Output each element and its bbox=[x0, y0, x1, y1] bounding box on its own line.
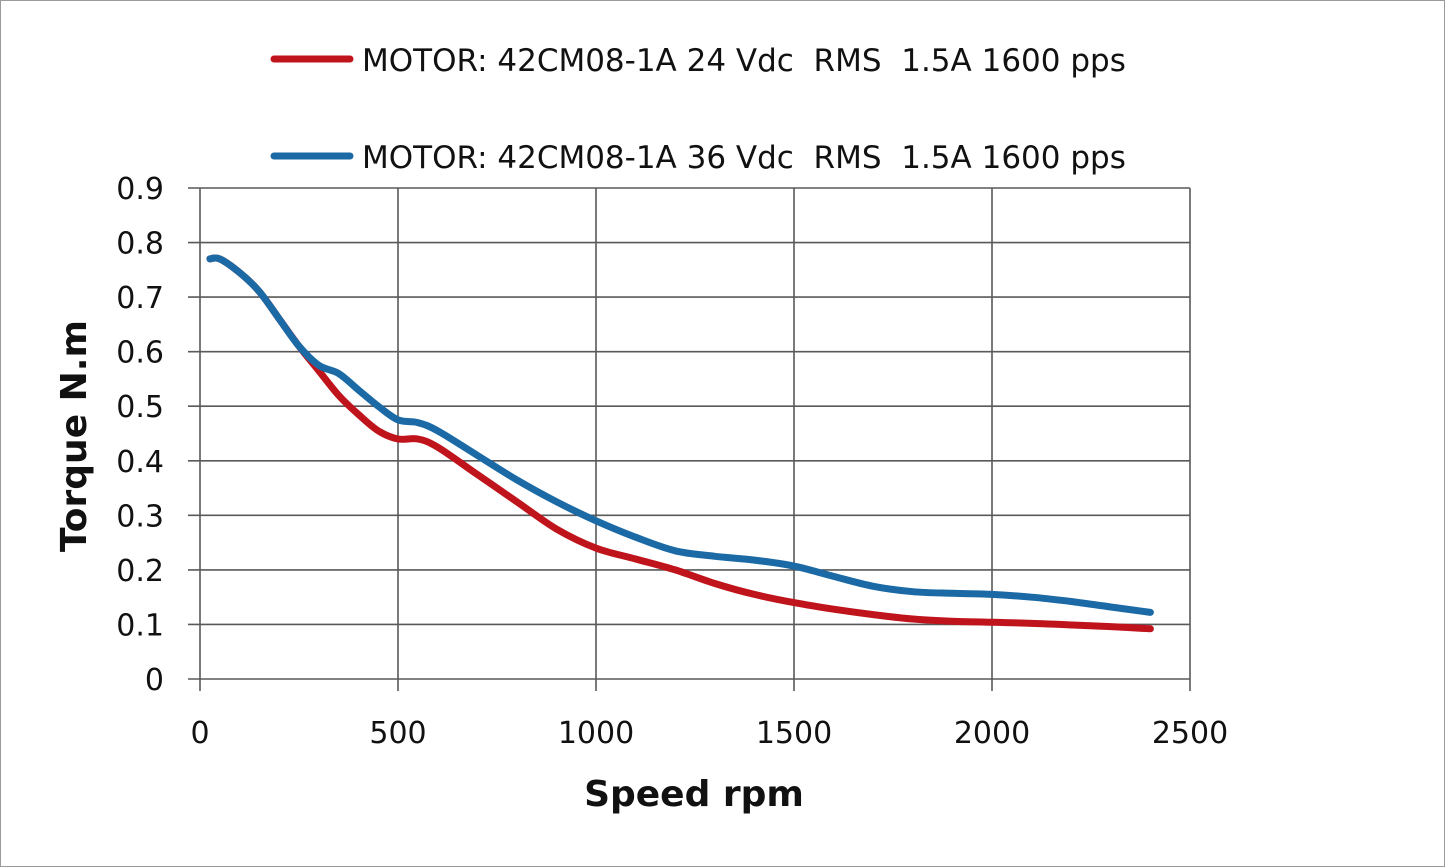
series-line-24vdc bbox=[206, 254, 1154, 633]
y-tick-label: 0.3 bbox=[116, 499, 164, 534]
x-axis-ticks: 0 500 1000 1500 2000 2500 bbox=[190, 716, 1228, 751]
y-tick-label: 0.2 bbox=[116, 554, 164, 589]
grid bbox=[188, 187, 1191, 691]
y-tick-label: 0.9 bbox=[116, 172, 164, 207]
x-tick-label: 2500 bbox=[1152, 716, 1228, 751]
y-axis-title: Torque N.m bbox=[54, 320, 95, 552]
x-tick-label: 0 bbox=[190, 716, 209, 751]
y-tick-label: 0 bbox=[145, 663, 164, 698]
y-tick-label: 0.6 bbox=[116, 336, 164, 371]
y-tick-label: 0.8 bbox=[116, 227, 164, 262]
x-tick-label: 1000 bbox=[558, 716, 634, 751]
series-lines bbox=[206, 254, 1154, 633]
y-tick-label: 0.1 bbox=[116, 608, 164, 643]
legend: MOTOR: 42CM08-1A 24 Vdc RMS 1.5A 1600 pp… bbox=[270, 43, 1126, 176]
legend-label-36vdc: MOTOR: 42CM08-1A 36 Vdc RMS 1.5A 1600 pp… bbox=[362, 140, 1126, 176]
y-tick-label: 0.4 bbox=[116, 445, 164, 480]
x-tick-label: 2000 bbox=[954, 716, 1030, 751]
y-axis-ticks: 0 0.1 0.2 0.3 0.4 0.5 0.6 0.7 0.8 0.9 bbox=[116, 172, 164, 698]
legend-label-24vdc: MOTOR: 42CM08-1A 24 Vdc RMS 1.5A 1600 pp… bbox=[362, 43, 1126, 79]
series-line-36vdc bbox=[206, 254, 1154, 616]
x-axis-title: Speed rpm bbox=[584, 774, 804, 815]
x-tick-label: 1500 bbox=[756, 716, 832, 751]
y-tick-label: 0.5 bbox=[116, 390, 164, 425]
y-tick-label: 0.7 bbox=[116, 281, 164, 316]
x-tick-label: 500 bbox=[369, 716, 426, 751]
